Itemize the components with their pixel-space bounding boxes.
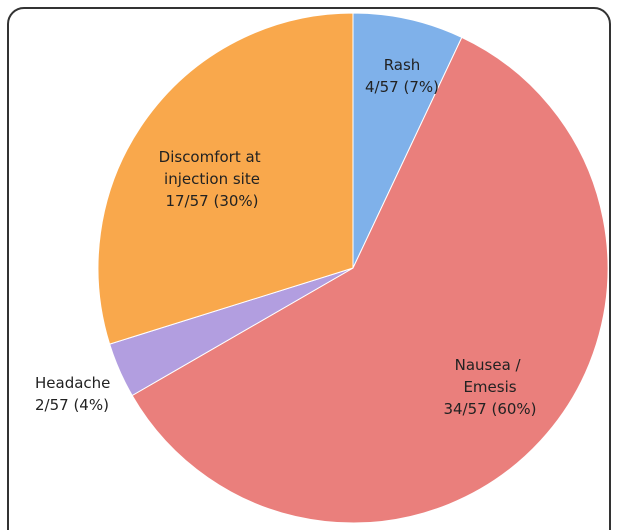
slice-category: Headache	[35, 374, 110, 392]
slice-category: Discomfort at injection site	[159, 148, 266, 188]
slice-value-label: 2/57 (4%)	[35, 396, 109, 414]
pie-slice	[352, 12, 463, 269]
slice-category: Rash	[384, 56, 421, 74]
slice-value-label: 17/57 (30%)	[165, 192, 258, 210]
pie	[97, 12, 609, 524]
slice-category: Nausea / Emesis	[455, 356, 526, 396]
pie-slice	[97, 12, 354, 345]
labels: Rash 4/57 (7%) Nausea / Emesis 34/57 (60%) H…	[35, 56, 537, 418]
slice-value-label: 34/57 (60%)	[443, 400, 536, 418]
slice-value-label: 4/57 (7%)	[365, 78, 439, 96]
pie-slice	[131, 36, 609, 524]
